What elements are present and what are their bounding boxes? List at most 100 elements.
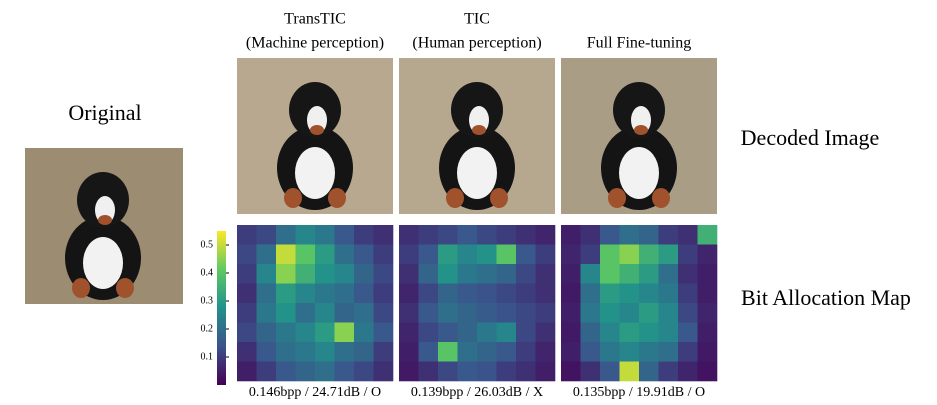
heatmap-cell	[438, 342, 458, 362]
heatmap-cell	[457, 264, 478, 284]
heatmap-cell	[658, 322, 679, 343]
heatmap-cell	[334, 361, 355, 382]
heatmap-cell	[354, 361, 374, 382]
heatmap-cell	[600, 244, 620, 265]
heatmap-cell	[639, 264, 659, 284]
heatmap-cell	[438, 283, 458, 304]
heatmap-cell	[580, 322, 601, 343]
heatmap-cell	[535, 244, 556, 265]
heatmap-cell	[658, 342, 679, 362]
heatmap-cell	[399, 322, 419, 343]
row-label: Decoded Image	[741, 125, 880, 150]
heatmap-cell	[658, 264, 679, 284]
heatmap-cell	[516, 322, 536, 343]
heatmap-cell	[697, 303, 718, 323]
heatmap-cell	[276, 244, 296, 265]
heatmap-cell	[639, 361, 659, 382]
heatmap-cell	[496, 303, 517, 323]
heatmap-cell	[678, 322, 698, 343]
heatmap-cell	[697, 342, 718, 362]
heatmap-cell	[334, 342, 355, 362]
heatmap-cell	[295, 244, 316, 265]
heatmap-cell	[535, 361, 556, 382]
heatmap-cell	[697, 283, 718, 304]
heatmap-cell	[477, 342, 497, 362]
heatmap-cell	[678, 225, 698, 245]
heatmap-cell	[535, 225, 556, 245]
heatmap-cell	[477, 244, 497, 265]
heatmap-cell	[619, 361, 640, 382]
heatmap-cell	[516, 244, 536, 265]
heatmap-cell	[697, 225, 718, 245]
heatmap-cell	[315, 303, 335, 323]
colorbar-tick-label: 0.1	[201, 351, 214, 362]
column-subtitle: (Machine perception)	[246, 35, 384, 52]
heatmap-cell	[619, 342, 640, 362]
heatmap-cell	[457, 225, 478, 245]
heatmap-cell	[580, 283, 601, 304]
colorbar-tick-label: 0.3	[201, 295, 214, 306]
heatmap-cell	[678, 264, 698, 284]
heatmap-cell	[678, 303, 698, 323]
heatmap-cell	[580, 342, 601, 362]
heatmap-cell	[256, 225, 277, 245]
heatmap-cell	[438, 322, 458, 343]
heatmap-cell	[561, 342, 581, 362]
heatmap-cell	[354, 244, 374, 265]
heatmap-cell	[237, 342, 257, 362]
heatmap-cell	[619, 244, 640, 265]
heatmap-cell	[639, 303, 659, 323]
heatmap-cell	[237, 225, 257, 245]
heatmap-cell	[535, 322, 556, 343]
heatmap-cell	[535, 283, 556, 304]
heatmap-cell	[237, 361, 257, 382]
original-label: Original	[68, 100, 141, 125]
row-label: Bit Allocation Map	[741, 285, 911, 310]
heatmap-cell	[658, 244, 679, 265]
heatmap-cell	[373, 283, 394, 304]
heatmap-cell	[639, 342, 659, 362]
column-subtitle: (Human perception)	[412, 35, 541, 52]
heatmap-cell	[561, 244, 581, 265]
heatmap-cell	[276, 322, 296, 343]
heatmap-cell	[295, 342, 316, 362]
heatmap-cell	[535, 342, 556, 362]
heatmap-cell	[496, 283, 517, 304]
heatmap-cell	[334, 303, 355, 323]
heatmap-cell	[315, 361, 335, 382]
heatmap-cell	[373, 225, 394, 245]
heatmap-cell	[561, 225, 581, 245]
heatmap-cell	[580, 225, 601, 245]
heatmap-cell	[334, 264, 355, 284]
heatmap-cell	[516, 342, 536, 362]
heatmap-cell	[561, 283, 581, 304]
heatmap-cell	[399, 361, 419, 382]
heatmap-cell	[697, 244, 718, 265]
heatmap-cell	[418, 283, 439, 304]
heatmap-cell	[399, 303, 419, 323]
heatmap-cell	[639, 283, 659, 304]
heatmap-cell	[600, 303, 620, 323]
heatmap-cell	[457, 244, 478, 265]
decoded-images	[237, 58, 717, 214]
heatmap-cell	[697, 361, 718, 382]
heatmap-cell	[639, 322, 659, 343]
heatmap-cell	[256, 322, 277, 343]
column-title: TransTIC	[284, 11, 346, 28]
heatmap-cell	[237, 303, 257, 323]
heatmap-cell	[295, 283, 316, 304]
heatmap-cell	[373, 361, 394, 382]
heatmap-cell	[334, 322, 355, 343]
heatmap-cell	[295, 361, 316, 382]
heatmap-cell	[619, 225, 640, 245]
heatmap-cell	[697, 322, 718, 343]
heatmap-cell	[418, 264, 439, 284]
heatmap-cell	[438, 361, 458, 382]
heatmap-cell	[477, 225, 497, 245]
heatmap-cell	[438, 244, 458, 265]
heatmap-cell	[535, 264, 556, 284]
heatmap-cell	[256, 361, 277, 382]
colorbar-tick-label: 0.5	[201, 239, 214, 250]
colorbar	[217, 231, 226, 385]
